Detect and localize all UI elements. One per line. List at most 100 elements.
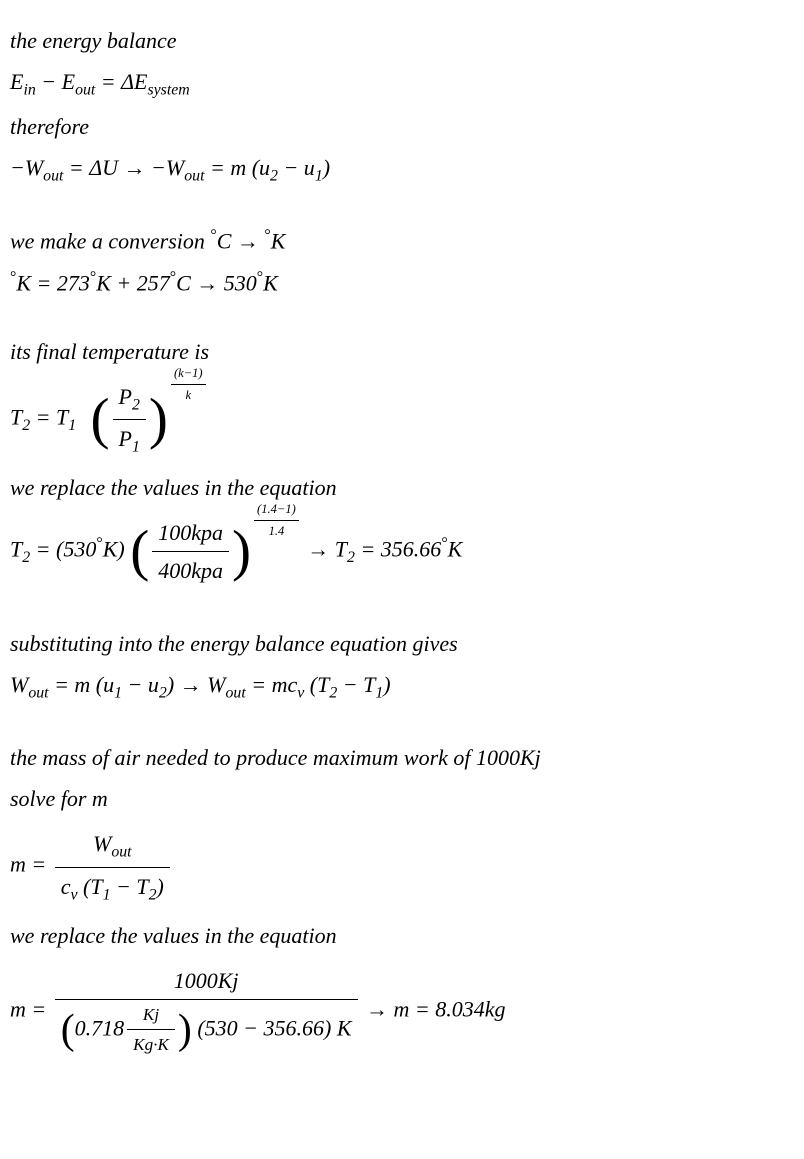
part: ) [383, 672, 390, 697]
sub: 2 [132, 396, 140, 413]
eq-t2-formula: T2 = T1 (P2P1)(k−1)k [10, 372, 794, 467]
sub-2: 2 [22, 417, 30, 434]
eq-kelvin-conv: °K = 273°K + 257°C → 530°K [10, 262, 794, 303]
part: = m (u [204, 155, 270, 180]
part: − T [337, 672, 375, 697]
part: = ΔU → −W [63, 155, 184, 180]
text-replace-values-2: we replace the values in the equation [10, 915, 794, 956]
sub-in: in [23, 81, 35, 98]
part: ) → W [167, 672, 226, 697]
text-energy-balance: the energy balance [10, 20, 794, 61]
exp-num: (k−1) [171, 364, 206, 385]
sub-out: out [111, 844, 131, 861]
text-mass-air: the mass of air needed to produce maximu… [10, 737, 794, 778]
eq-wout-du: −Wout = ΔU → −Wout = m (u2 − u1) [10, 147, 794, 192]
part: K [263, 270, 278, 295]
part: (T [78, 874, 103, 899]
text-solve-m: solve for m [10, 778, 794, 819]
exp-14: (1.4−1)1.4 [251, 500, 302, 541]
eq-m-formula: m = Wout cv (T1 − T2) [10, 819, 794, 914]
part: = (530 [30, 537, 96, 562]
part: K = 273 [16, 270, 90, 295]
part: − u [278, 155, 315, 180]
part: K) [103, 537, 131, 562]
sub-system: system [148, 81, 190, 98]
sub-2: 2 [347, 549, 355, 566]
part: 0.718 [75, 1015, 125, 1040]
eq-wout-mcv: Wout = m (u1 − u2) → Wout = mcv (T2 − T1… [10, 664, 794, 709]
sub-out: out [28, 685, 48, 702]
part: C → 530 [176, 270, 257, 295]
part: P [119, 384, 132, 409]
sub-1: 1 [103, 886, 111, 903]
part: K + 257 [96, 270, 170, 295]
sub-out: out [225, 685, 245, 702]
part: m = [10, 852, 52, 877]
part: (530 − 356.66) K [192, 1015, 352, 1040]
part: W [10, 672, 28, 697]
part: T [10, 537, 22, 562]
part: = mc [246, 672, 298, 697]
frac-kj-kgk: KjKg·K [127, 1002, 175, 1058]
part: = T [30, 405, 68, 430]
part: we make a conversion [10, 229, 210, 254]
part: −W [10, 155, 43, 180]
sub: 1 [132, 439, 140, 456]
frac-m-num: 1000Kj (0.718KjKg·K) (530 − 356.66) K [55, 964, 358, 1058]
sub-2: 2 [22, 549, 30, 566]
part: c [61, 874, 71, 899]
part: ) [157, 874, 164, 899]
num: 1000Kj [55, 964, 358, 1000]
exp-den: k [171, 385, 206, 405]
sub-1: 1 [68, 417, 76, 434]
part: m = [10, 996, 52, 1021]
part: T [10, 405, 22, 430]
exp-num: (1.4−1) [254, 500, 299, 521]
sub-1: 1 [114, 685, 122, 702]
text-conversion: we make a conversion °C → °K [10, 220, 794, 261]
sub-out: out [184, 168, 204, 185]
eq-energy-balance: Ein − Eout = ΔEsystem [10, 61, 794, 106]
num: 100kpa [152, 516, 229, 552]
sub-2: 2 [270, 168, 278, 185]
part: W [93, 831, 111, 856]
lparen: ( [130, 520, 149, 583]
part: − T [111, 874, 149, 899]
text-substituting: substituting into the energy balance equ… [10, 623, 794, 664]
part: ) [323, 155, 330, 180]
lparen: ( [61, 1007, 75, 1053]
rparen: ) [232, 520, 251, 583]
part: K [271, 229, 286, 254]
part: = m (u [49, 672, 115, 697]
frac-m: Wout cv (T1 − T2) [55, 827, 170, 906]
sub-2: 2 [149, 886, 157, 903]
exp-k: (k−1)k [168, 364, 209, 405]
eq-t2-numeric: T2 = (530°K) (100kpa400kpa)(1.4−1)1.4 → … [10, 508, 794, 595]
frac-p2-p1: P2P1 [113, 380, 146, 459]
part: = ΔE [95, 69, 147, 94]
text-final-temp: its final temperature is [10, 331, 794, 372]
part: K [448, 537, 463, 562]
part: → m = 8.034kg [361, 996, 506, 1021]
text-therefore: therefore [10, 106, 794, 147]
sub-out: out [43, 168, 63, 185]
part: − E [36, 69, 75, 94]
num: Kj [127, 1002, 175, 1031]
frac-kpa: 100kpa400kpa [152, 516, 229, 587]
rparen: ) [149, 388, 168, 451]
part: → T [307, 537, 347, 562]
lparen: ( [90, 388, 109, 451]
rparen: ) [178, 1007, 192, 1053]
part: = 356.66 [355, 537, 441, 562]
part: − u [122, 672, 159, 697]
text-replace-values-1: we replace the values in the equation [10, 467, 794, 508]
sub-1: 1 [315, 168, 323, 185]
den: 400kpa [152, 552, 229, 587]
exp-den: 1.4 [254, 521, 299, 541]
sub-2: 2 [159, 685, 167, 702]
sub-v: v [71, 886, 78, 903]
part: C → [217, 229, 265, 254]
sub-out: out [75, 81, 95, 98]
eq-m-numeric: m = 1000Kj (0.718KjKg·K) (530 − 356.66) K… [10, 956, 794, 1066]
var-E: E [10, 69, 23, 94]
